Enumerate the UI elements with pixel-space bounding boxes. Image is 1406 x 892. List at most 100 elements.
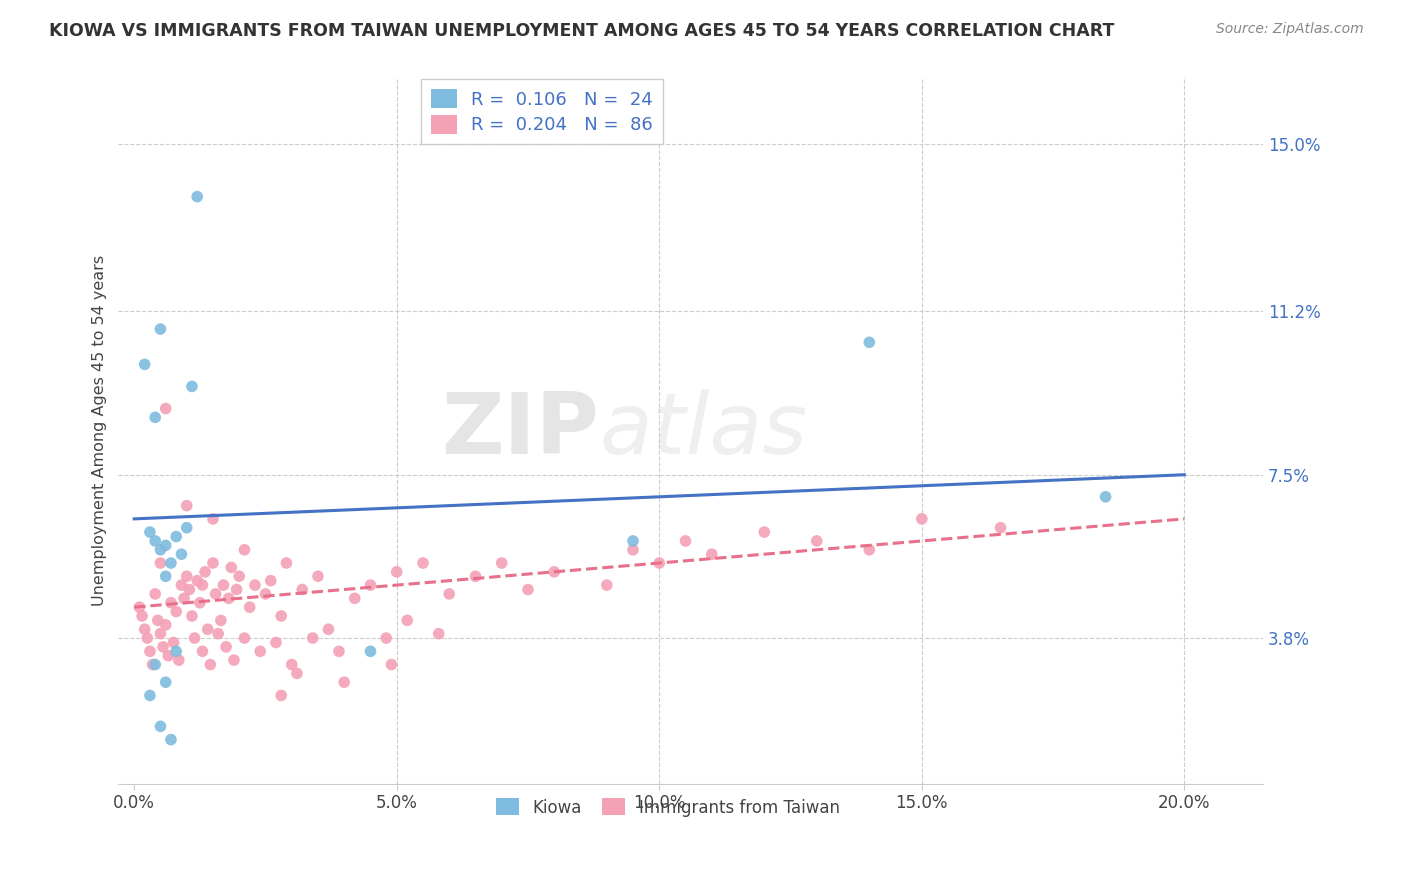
Point	[191, 578, 214, 592]
Point	[188, 596, 211, 610]
Point	[149, 719, 172, 733]
Point	[142, 657, 165, 672]
Point	[149, 542, 172, 557]
Point	[439, 587, 461, 601]
Point	[149, 322, 172, 336]
Point	[285, 666, 308, 681]
Point	[134, 357, 156, 371]
Point	[858, 542, 880, 557]
Point	[143, 657, 166, 672]
Point	[170, 547, 193, 561]
Point	[128, 600, 150, 615]
Point	[218, 591, 240, 606]
Point	[176, 569, 198, 583]
Point	[160, 556, 183, 570]
Point	[243, 578, 266, 592]
Point	[139, 689, 162, 703]
Point	[165, 529, 187, 543]
Point	[149, 556, 172, 570]
Point	[359, 578, 381, 592]
Text: Source: ZipAtlas.com: Source: ZipAtlas.com	[1216, 22, 1364, 37]
Point	[427, 626, 450, 640]
Point	[1094, 490, 1116, 504]
Point	[157, 648, 180, 663]
Point	[754, 525, 776, 540]
Point	[225, 582, 247, 597]
Point	[464, 569, 486, 583]
Point	[176, 521, 198, 535]
Point	[191, 644, 214, 658]
Point	[207, 626, 229, 640]
Point	[155, 675, 177, 690]
Point	[333, 675, 356, 690]
Point	[359, 644, 381, 658]
Point	[165, 644, 187, 658]
Point	[222, 653, 245, 667]
Point	[143, 410, 166, 425]
Point	[221, 560, 243, 574]
Point	[201, 556, 224, 570]
Point	[543, 565, 565, 579]
Point	[209, 614, 232, 628]
Point	[700, 547, 723, 561]
Point	[858, 335, 880, 350]
Point	[291, 582, 314, 597]
Point	[675, 533, 697, 548]
Point	[396, 614, 419, 628]
Text: ZIP: ZIP	[441, 389, 599, 472]
Point	[146, 614, 169, 628]
Point	[179, 582, 201, 597]
Point	[260, 574, 283, 588]
Point	[276, 556, 298, 570]
Point	[280, 657, 302, 672]
Point	[249, 644, 271, 658]
Point	[183, 631, 205, 645]
Point	[143, 533, 166, 548]
Point	[204, 587, 226, 601]
Point	[160, 732, 183, 747]
Point	[143, 587, 166, 601]
Point	[648, 556, 671, 570]
Point	[212, 578, 235, 592]
Point	[136, 631, 159, 645]
Point	[201, 512, 224, 526]
Point	[233, 631, 256, 645]
Text: KIOWA VS IMMIGRANTS FROM TAIWAN UNEMPLOYMENT AMONG AGES 45 TO 54 YEARS CORRELATI: KIOWA VS IMMIGRANTS FROM TAIWAN UNEMPLOY…	[49, 22, 1115, 40]
Point	[254, 587, 277, 601]
Point	[328, 644, 350, 658]
Point	[990, 521, 1012, 535]
Point	[385, 565, 408, 579]
Point	[155, 569, 177, 583]
Point	[197, 622, 219, 636]
Point	[621, 533, 644, 548]
Point	[155, 401, 177, 416]
Point	[343, 591, 366, 606]
Point	[228, 569, 250, 583]
Point	[517, 582, 540, 597]
Legend: Kiowa, Immigrants from Taiwan: Kiowa, Immigrants from Taiwan	[488, 790, 848, 825]
Point	[176, 499, 198, 513]
Point	[380, 657, 402, 672]
Text: atlas: atlas	[599, 389, 807, 472]
Point	[301, 631, 323, 645]
Point	[264, 635, 287, 649]
Point	[149, 626, 172, 640]
Point	[160, 596, 183, 610]
Point	[194, 565, 217, 579]
Point	[239, 600, 262, 615]
Point	[181, 379, 204, 393]
Point	[491, 556, 513, 570]
Point	[165, 605, 187, 619]
Point	[911, 512, 934, 526]
Point	[621, 542, 644, 557]
Point	[270, 609, 292, 624]
Point	[806, 533, 828, 548]
Point	[134, 622, 156, 636]
Point	[155, 617, 177, 632]
Point	[215, 640, 238, 654]
Point	[162, 635, 184, 649]
Point	[596, 578, 619, 592]
Point	[233, 542, 256, 557]
Point	[181, 609, 204, 624]
Y-axis label: Unemployment Among Ages 45 to 54 years: Unemployment Among Ages 45 to 54 years	[93, 255, 107, 607]
